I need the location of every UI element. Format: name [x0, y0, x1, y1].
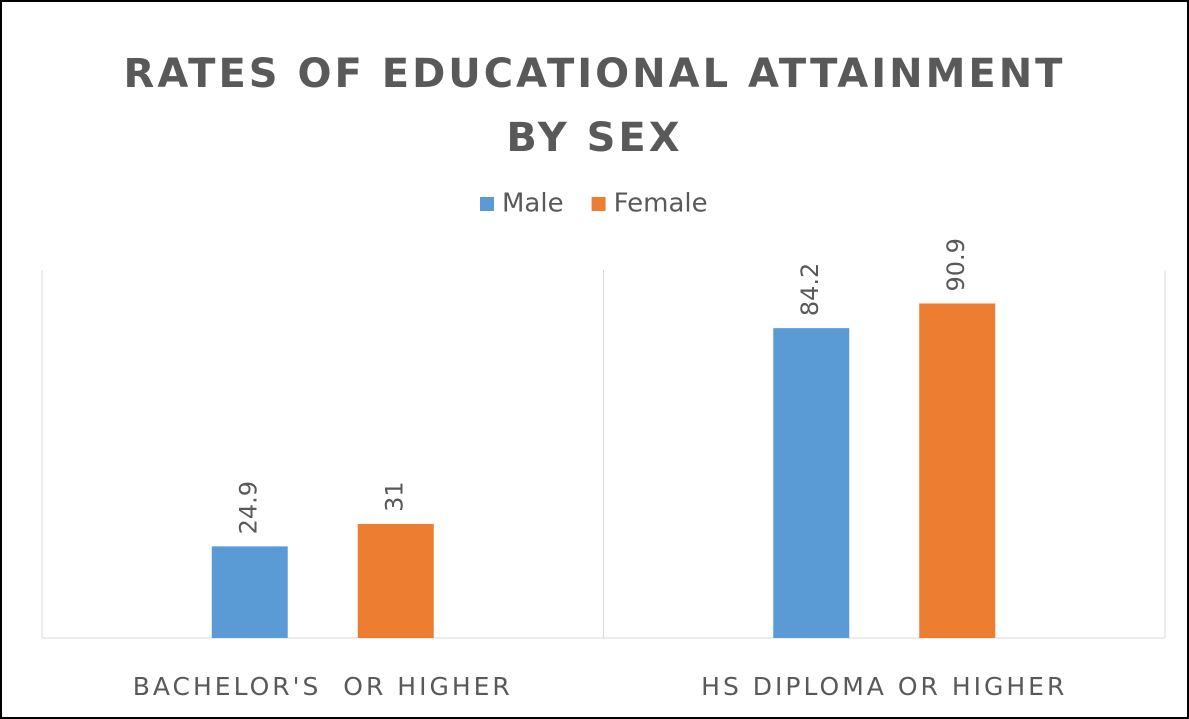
- legend-label: Male: [502, 189, 564, 219]
- data-label: 24.9: [235, 481, 263, 534]
- x-tick-label: HS DIPLOMA OR HIGHER: [701, 672, 1067, 701]
- x-tick-label: BACHELOR'S OR HIGHER: [133, 672, 513, 701]
- legend-swatch: [591, 197, 606, 211]
- bar: [357, 523, 434, 638]
- legend-label: Female: [614, 189, 708, 219]
- chart-title: RATES OF EDUCATIONAL ATTAINMENT BY SEX: [123, 51, 1083, 161]
- bar: [211, 546, 288, 638]
- bar: [773, 328, 850, 638]
- legend-swatch: [480, 197, 494, 211]
- data-label: 31: [381, 481, 409, 512]
- data-label: 84.2: [796, 263, 824, 316]
- data-label: 90.9: [942, 238, 970, 291]
- bar: [919, 303, 996, 638]
